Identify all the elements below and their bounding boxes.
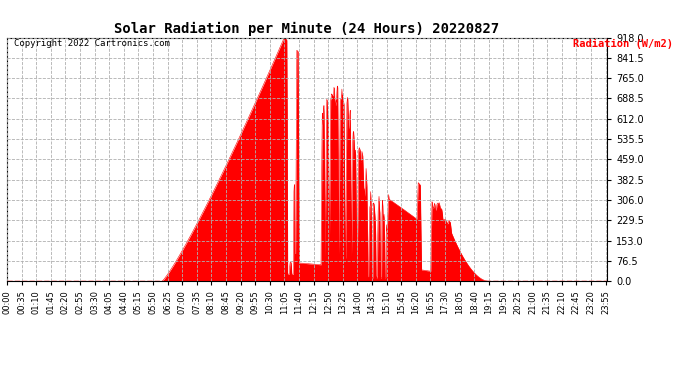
Text: Copyright 2022 Cartronics.com: Copyright 2022 Cartronics.com — [14, 39, 170, 48]
Text: Radiation (W/m2): Radiation (W/m2) — [573, 39, 673, 50]
Title: Solar Radiation per Minute (24 Hours) 20220827: Solar Radiation per Minute (24 Hours) 20… — [115, 22, 500, 36]
